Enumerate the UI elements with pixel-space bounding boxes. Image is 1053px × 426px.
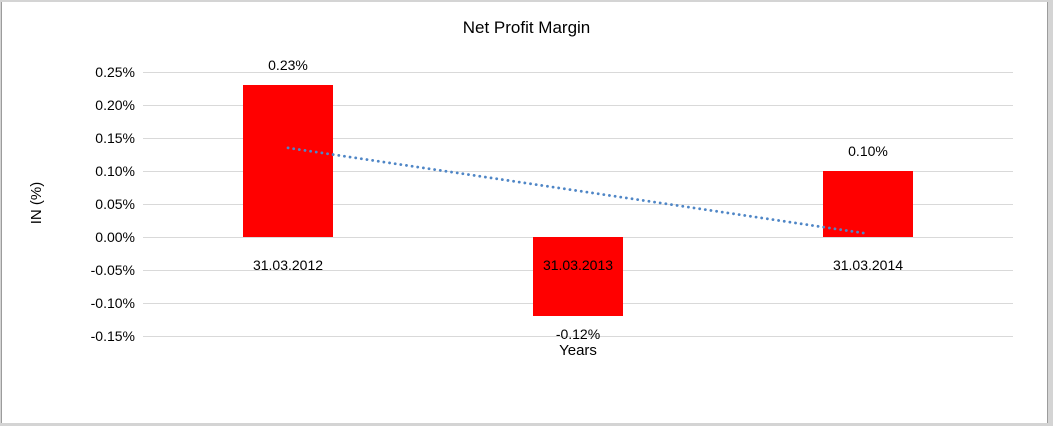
gridline xyxy=(143,336,1013,337)
x-category-label: 31.03.2014 xyxy=(832,257,904,273)
x-category-label: 31.03.2012 xyxy=(252,257,324,273)
y-tick-label: 0.05% xyxy=(95,196,135,212)
x-axis-title: Years xyxy=(559,342,597,359)
bar-data-label: 0.10% xyxy=(848,143,888,159)
y-tick-label: 0.25% xyxy=(95,64,135,80)
bar-data-label: 0.23% xyxy=(268,57,308,74)
y-tick-label: 0.20% xyxy=(95,97,135,113)
y-tick-label: 0.15% xyxy=(95,130,135,146)
y-tick-label: -0.10% xyxy=(90,295,135,311)
y-axis-title: IN (%) xyxy=(28,181,45,225)
gridline xyxy=(143,138,1013,139)
chart-title: Net Profit Margin xyxy=(462,18,591,37)
y-tick-label: -0.05% xyxy=(90,262,135,278)
y-tick-label: -0.15% xyxy=(90,328,135,344)
bar-data-label: -0.12% xyxy=(555,326,601,343)
gridline xyxy=(143,105,1013,106)
bar xyxy=(823,171,913,237)
y-tick-label: 0.10% xyxy=(95,163,135,179)
bar xyxy=(243,85,333,237)
x-category-label: 31.03.2013 xyxy=(542,257,614,273)
y-tick-label: 0.00% xyxy=(95,229,135,245)
bar xyxy=(533,237,623,317)
gridline xyxy=(143,72,1013,73)
